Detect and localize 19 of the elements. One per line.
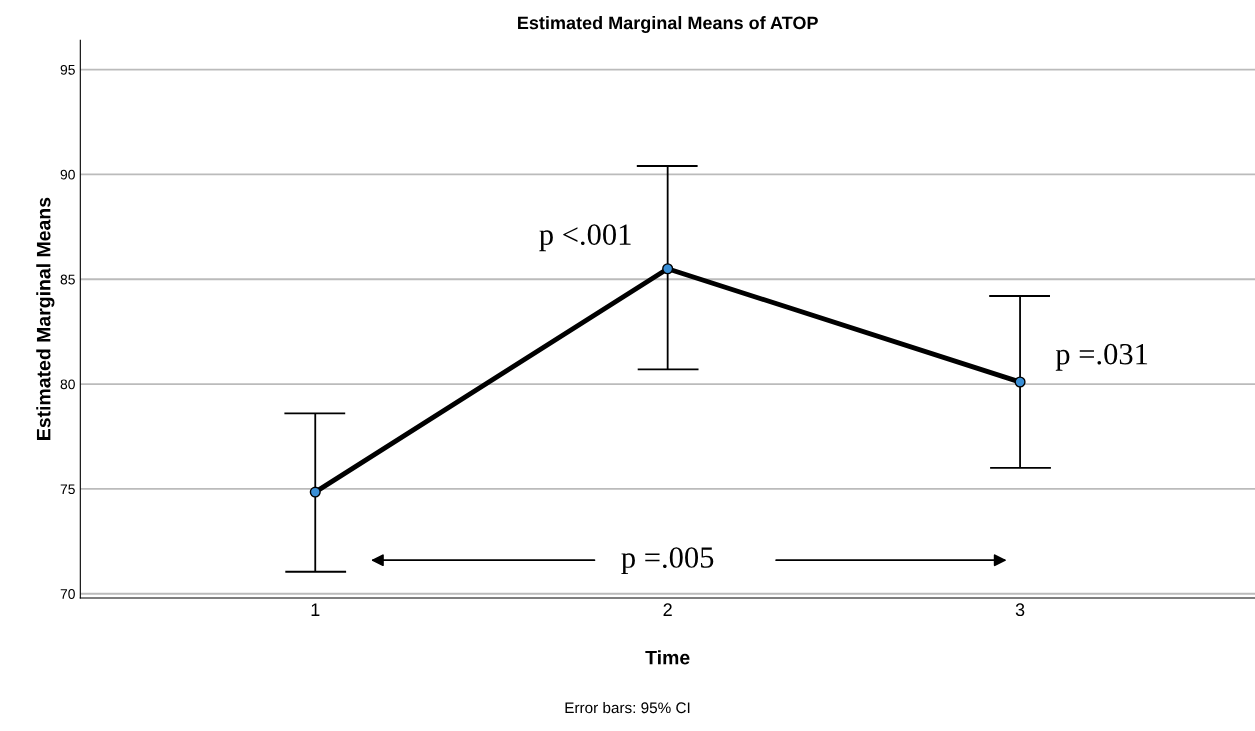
x-tick-label: 2 <box>663 603 672 616</box>
y-tick-label: 85 <box>60 274 75 285</box>
y-tick-label: 95 <box>60 64 75 75</box>
annotation: p =.005 <box>621 547 714 575</box>
x-axis-title: Time <box>645 650 690 665</box>
x-tick-label: 1 <box>311 603 320 616</box>
point <box>309 486 321 498</box>
text: Error bars: 95% CI <box>565 701 690 714</box>
y-tick-label: 80 <box>60 379 75 390</box>
y-tick-label: 75 <box>60 484 75 495</box>
point <box>662 263 674 275</box>
y-axis-title: Estimated Marginal Means <box>36 197 55 440</box>
y-tick-label: 90 <box>60 169 75 180</box>
point <box>1014 376 1026 388</box>
x-tick-label: 3 <box>1015 603 1025 617</box>
annotation: p =.031 <box>1055 343 1148 371</box>
y-tick-label: 70 <box>60 589 75 599</box>
chart-title: Estimated Marginal Means of ATOP <box>518 16 818 33</box>
annotation: p <.001 <box>539 224 631 252</box>
